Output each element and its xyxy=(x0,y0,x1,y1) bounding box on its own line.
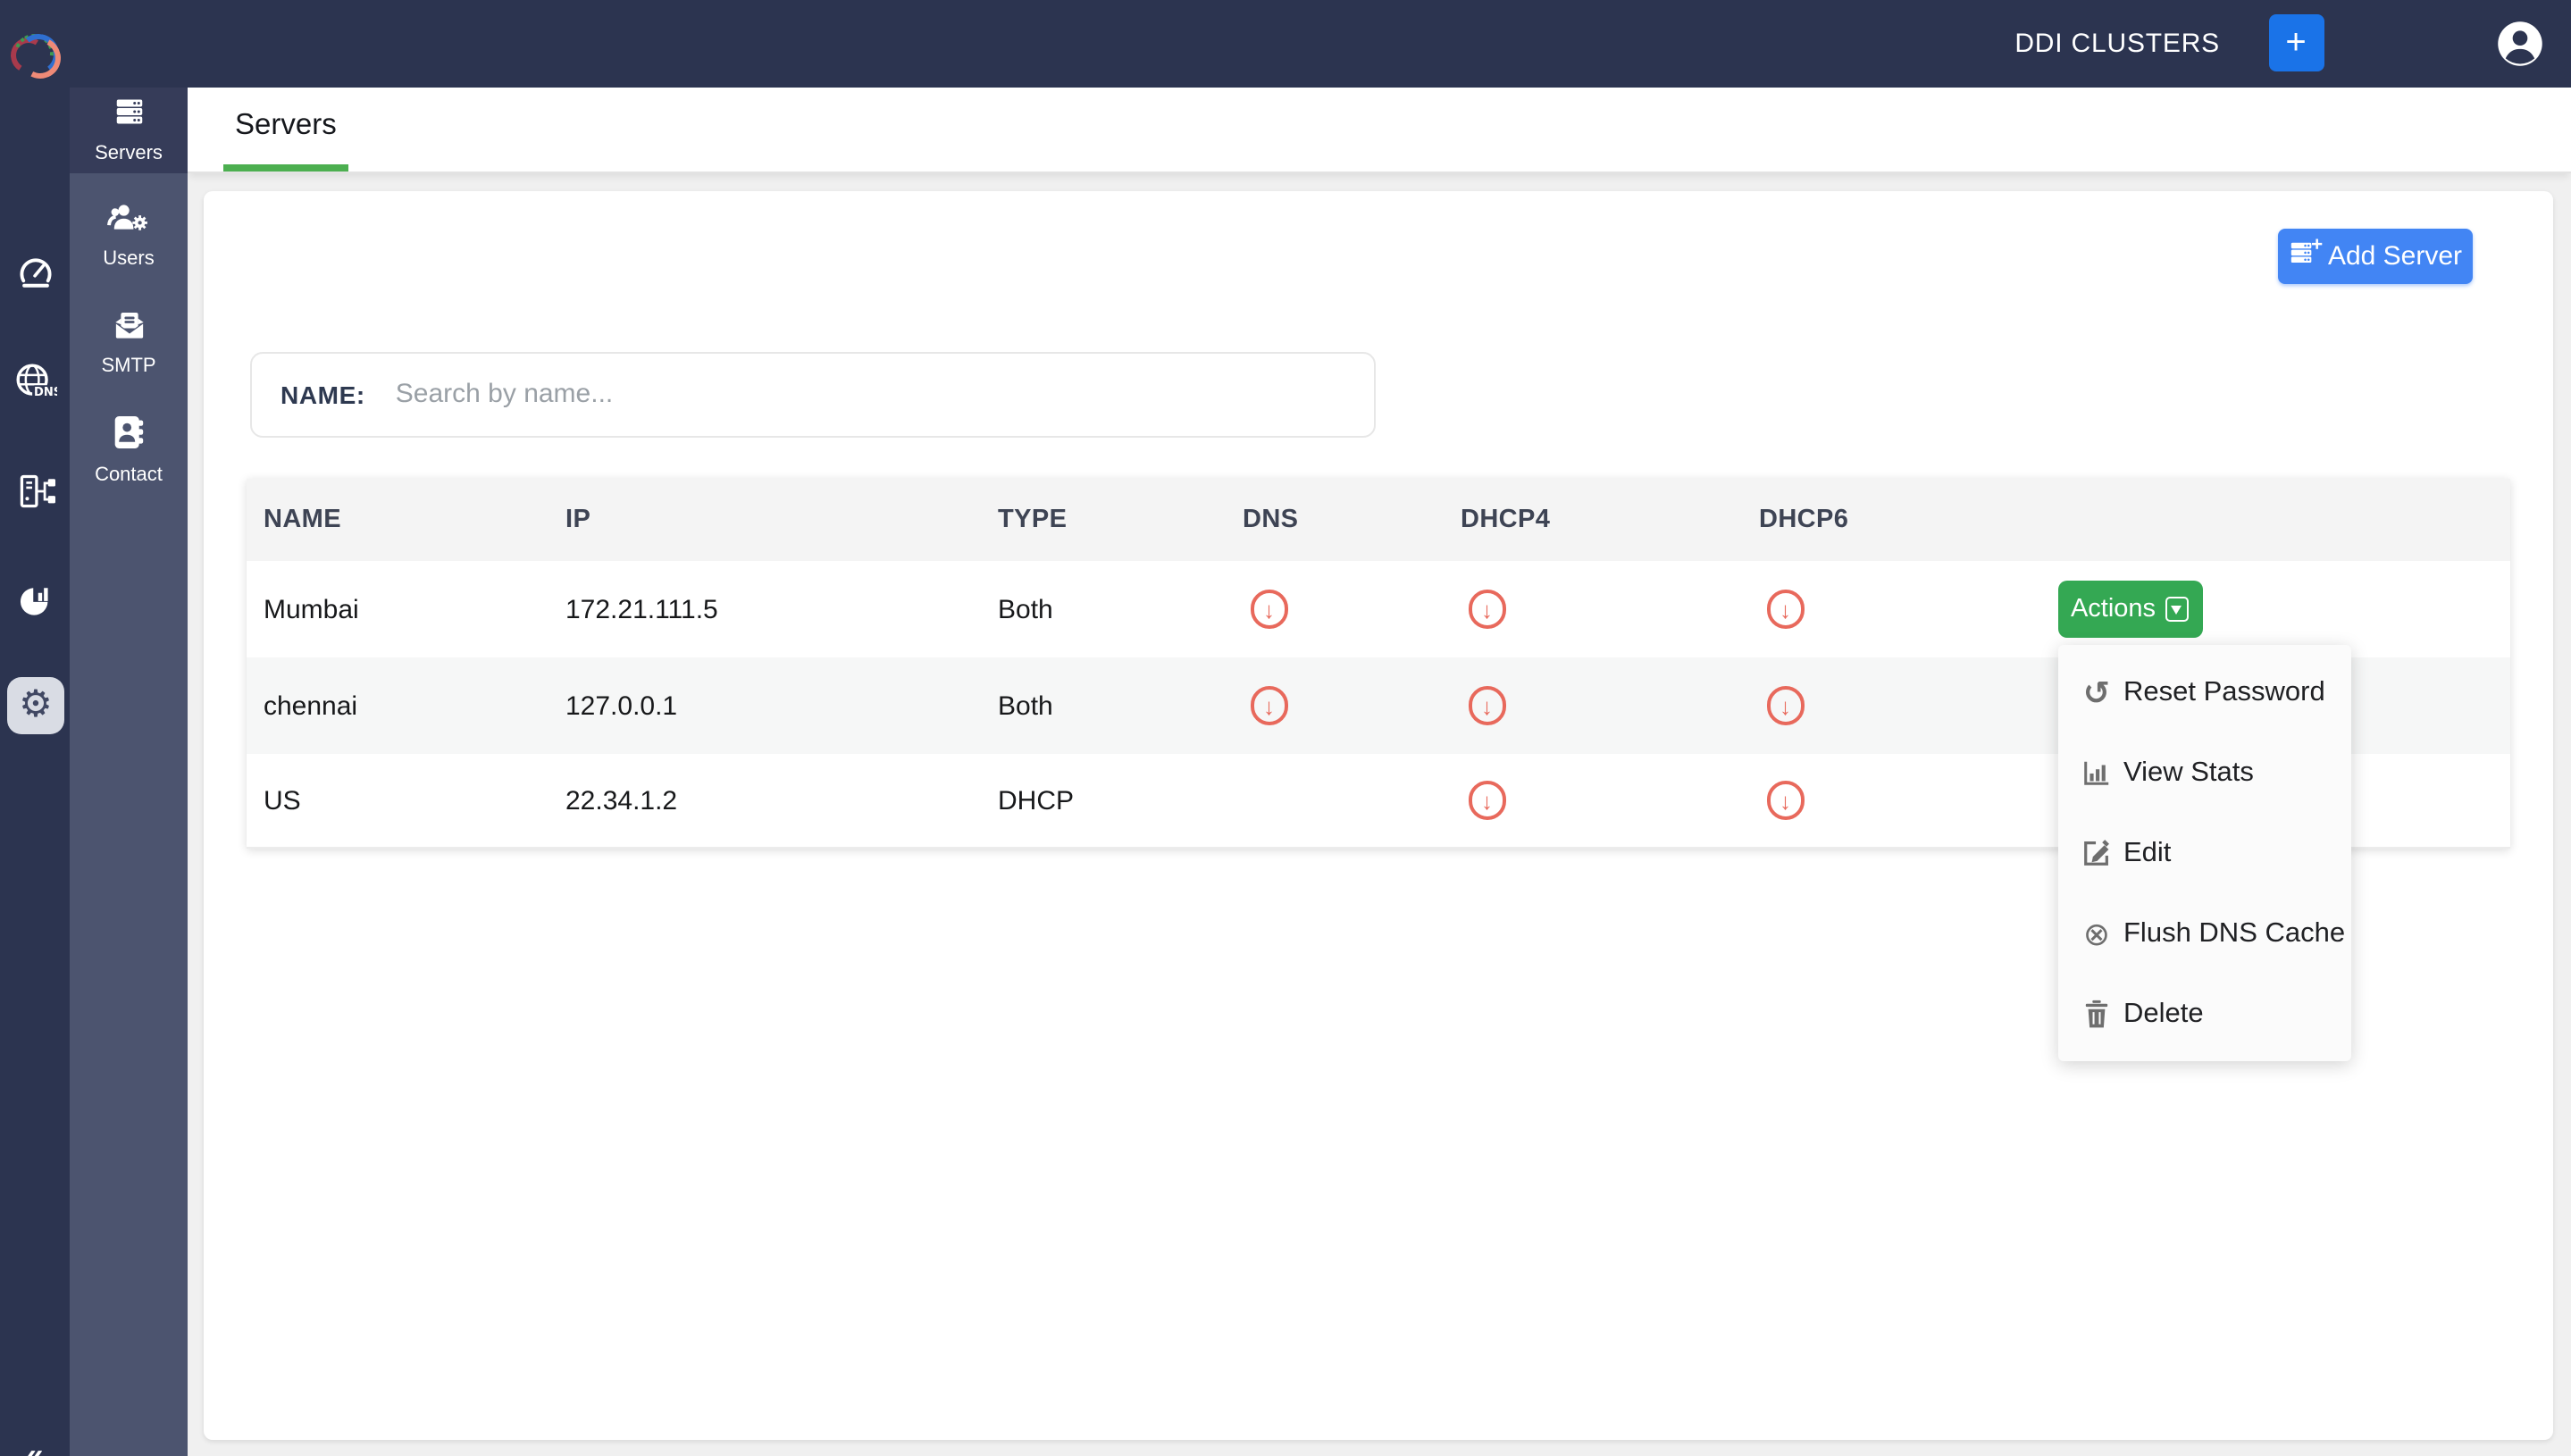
col-header-type: TYPE xyxy=(998,506,1068,534)
search-input[interactable] xyxy=(395,379,1345,409)
sidebar-item-label: Contact xyxy=(95,464,163,485)
servers-stack-icon xyxy=(112,95,146,138)
dhcp4-download-icon[interactable] xyxy=(1468,781,1506,820)
sidebar-item-users[interactable]: Users xyxy=(70,190,188,280)
cell-name: US xyxy=(264,785,301,816)
add-server-icon xyxy=(2289,237,2323,274)
plus-icon xyxy=(2285,26,2306,62)
col-header-dhcp4: DHCP4 xyxy=(1461,506,1551,534)
sidebar-item-smtp[interactable]: SMTP xyxy=(70,297,188,387)
caret-down-icon xyxy=(2165,597,2190,622)
cell-name: Mumbai xyxy=(264,594,359,624)
sidebar: Servers Us xyxy=(70,87,188,1456)
main-content: Add Server NAME: NAME IP TYPE DNS DHCP4 … xyxy=(188,172,2571,1456)
actions-button[interactable]: Actions xyxy=(2057,581,2202,638)
ipam-tree-icon[interactable] xyxy=(0,467,70,514)
table-header-row: NAME IP TYPE DNS DHCP4 DHCP6 xyxy=(246,479,2510,561)
svg-text:DNS: DNS xyxy=(34,386,57,399)
dhcp4-download-icon[interactable] xyxy=(1468,590,1506,629)
actions-dropdown-menu: Reset Password View Stats xyxy=(2057,645,2350,1061)
cell-type: Both xyxy=(998,690,1053,721)
menu-item-edit[interactable]: Edit xyxy=(2057,813,2350,893)
menu-item-delete[interactable]: Delete xyxy=(2057,974,2350,1054)
users-gear-icon xyxy=(107,201,150,242)
search-box: NAME: xyxy=(250,351,1376,437)
dhcp6-download-icon[interactable] xyxy=(1766,781,1805,820)
cell-ip: 127.0.0.1 xyxy=(565,690,678,721)
menu-item-view-stats[interactable]: View Stats xyxy=(2057,732,2350,813)
icon-rail: DNS xyxy=(0,87,70,1456)
cell-type: Both xyxy=(998,594,1053,624)
sidebar-item-label: Users xyxy=(103,247,155,269)
user-avatar-icon[interactable] xyxy=(2495,20,2543,68)
cell-type: DHCP xyxy=(998,785,1075,816)
circle-x-icon xyxy=(2079,917,2115,950)
smtp-envelope-icon xyxy=(110,308,147,349)
sidebar-item-servers[interactable]: Servers xyxy=(70,87,188,172)
analytics-pie-icon[interactable] xyxy=(0,576,70,623)
cell-name: chennai xyxy=(264,690,358,721)
tab-servers[interactable]: Servers xyxy=(222,87,349,171)
menu-item-reset-password[interactable]: Reset Password xyxy=(2057,652,2350,732)
ddi-clusters-title: DDI CLUSTERS xyxy=(2014,28,2220,59)
col-header-name: NAME xyxy=(264,506,341,534)
trash-icon xyxy=(2079,999,2115,1029)
dns-download-icon[interactable] xyxy=(1250,590,1288,629)
cell-ip: 22.34.1.2 xyxy=(565,785,678,816)
dhcp4-download-icon[interactable] xyxy=(1468,686,1506,725)
settings-gear-icon[interactable] xyxy=(7,676,64,733)
table-row: Mumbai 172.21.111.5 Both Actions xyxy=(246,561,2510,657)
dns-download-icon[interactable] xyxy=(1250,686,1288,725)
cell-ip: 172.21.111.5 xyxy=(565,594,718,624)
sidebar-item-label: Servers xyxy=(95,143,163,164)
col-header-dhcp6: DHCP6 xyxy=(1759,506,1849,534)
search-label: NAME: xyxy=(281,380,365,408)
dashboard-gauge-icon[interactable] xyxy=(0,249,70,296)
tabbar: Servers xyxy=(188,87,2571,172)
reset-arrow-icon xyxy=(2079,676,2115,708)
topbar: DDI CLUSTERS xyxy=(0,0,2571,87)
dhcp6-download-icon[interactable] xyxy=(1766,686,1805,725)
contact-book-icon xyxy=(113,414,145,458)
col-header-dns: DNS xyxy=(1243,506,1299,534)
collapse-double-chevron-icon[interactable] xyxy=(0,1434,70,1456)
app-logo xyxy=(6,26,66,84)
dns-globe-icon[interactable]: DNS xyxy=(0,358,70,405)
sidebar-item-label: SMTP xyxy=(101,355,156,376)
col-header-ip: IP xyxy=(565,506,591,534)
dhcp6-download-icon[interactable] xyxy=(1766,590,1805,629)
edit-pencil-icon xyxy=(2079,838,2115,868)
bar-chart-icon xyxy=(2079,757,2115,788)
sidebar-item-contact[interactable]: Contact xyxy=(70,405,188,494)
menu-item-flush-dns-cache[interactable]: Flush DNS Cache xyxy=(2057,893,2350,974)
add-cluster-button[interactable] xyxy=(2268,14,2324,72)
content-card: Add Server NAME: NAME IP TYPE DNS DHCP4 … xyxy=(203,190,2553,1439)
add-server-button[interactable]: Add Server xyxy=(2278,228,2473,283)
